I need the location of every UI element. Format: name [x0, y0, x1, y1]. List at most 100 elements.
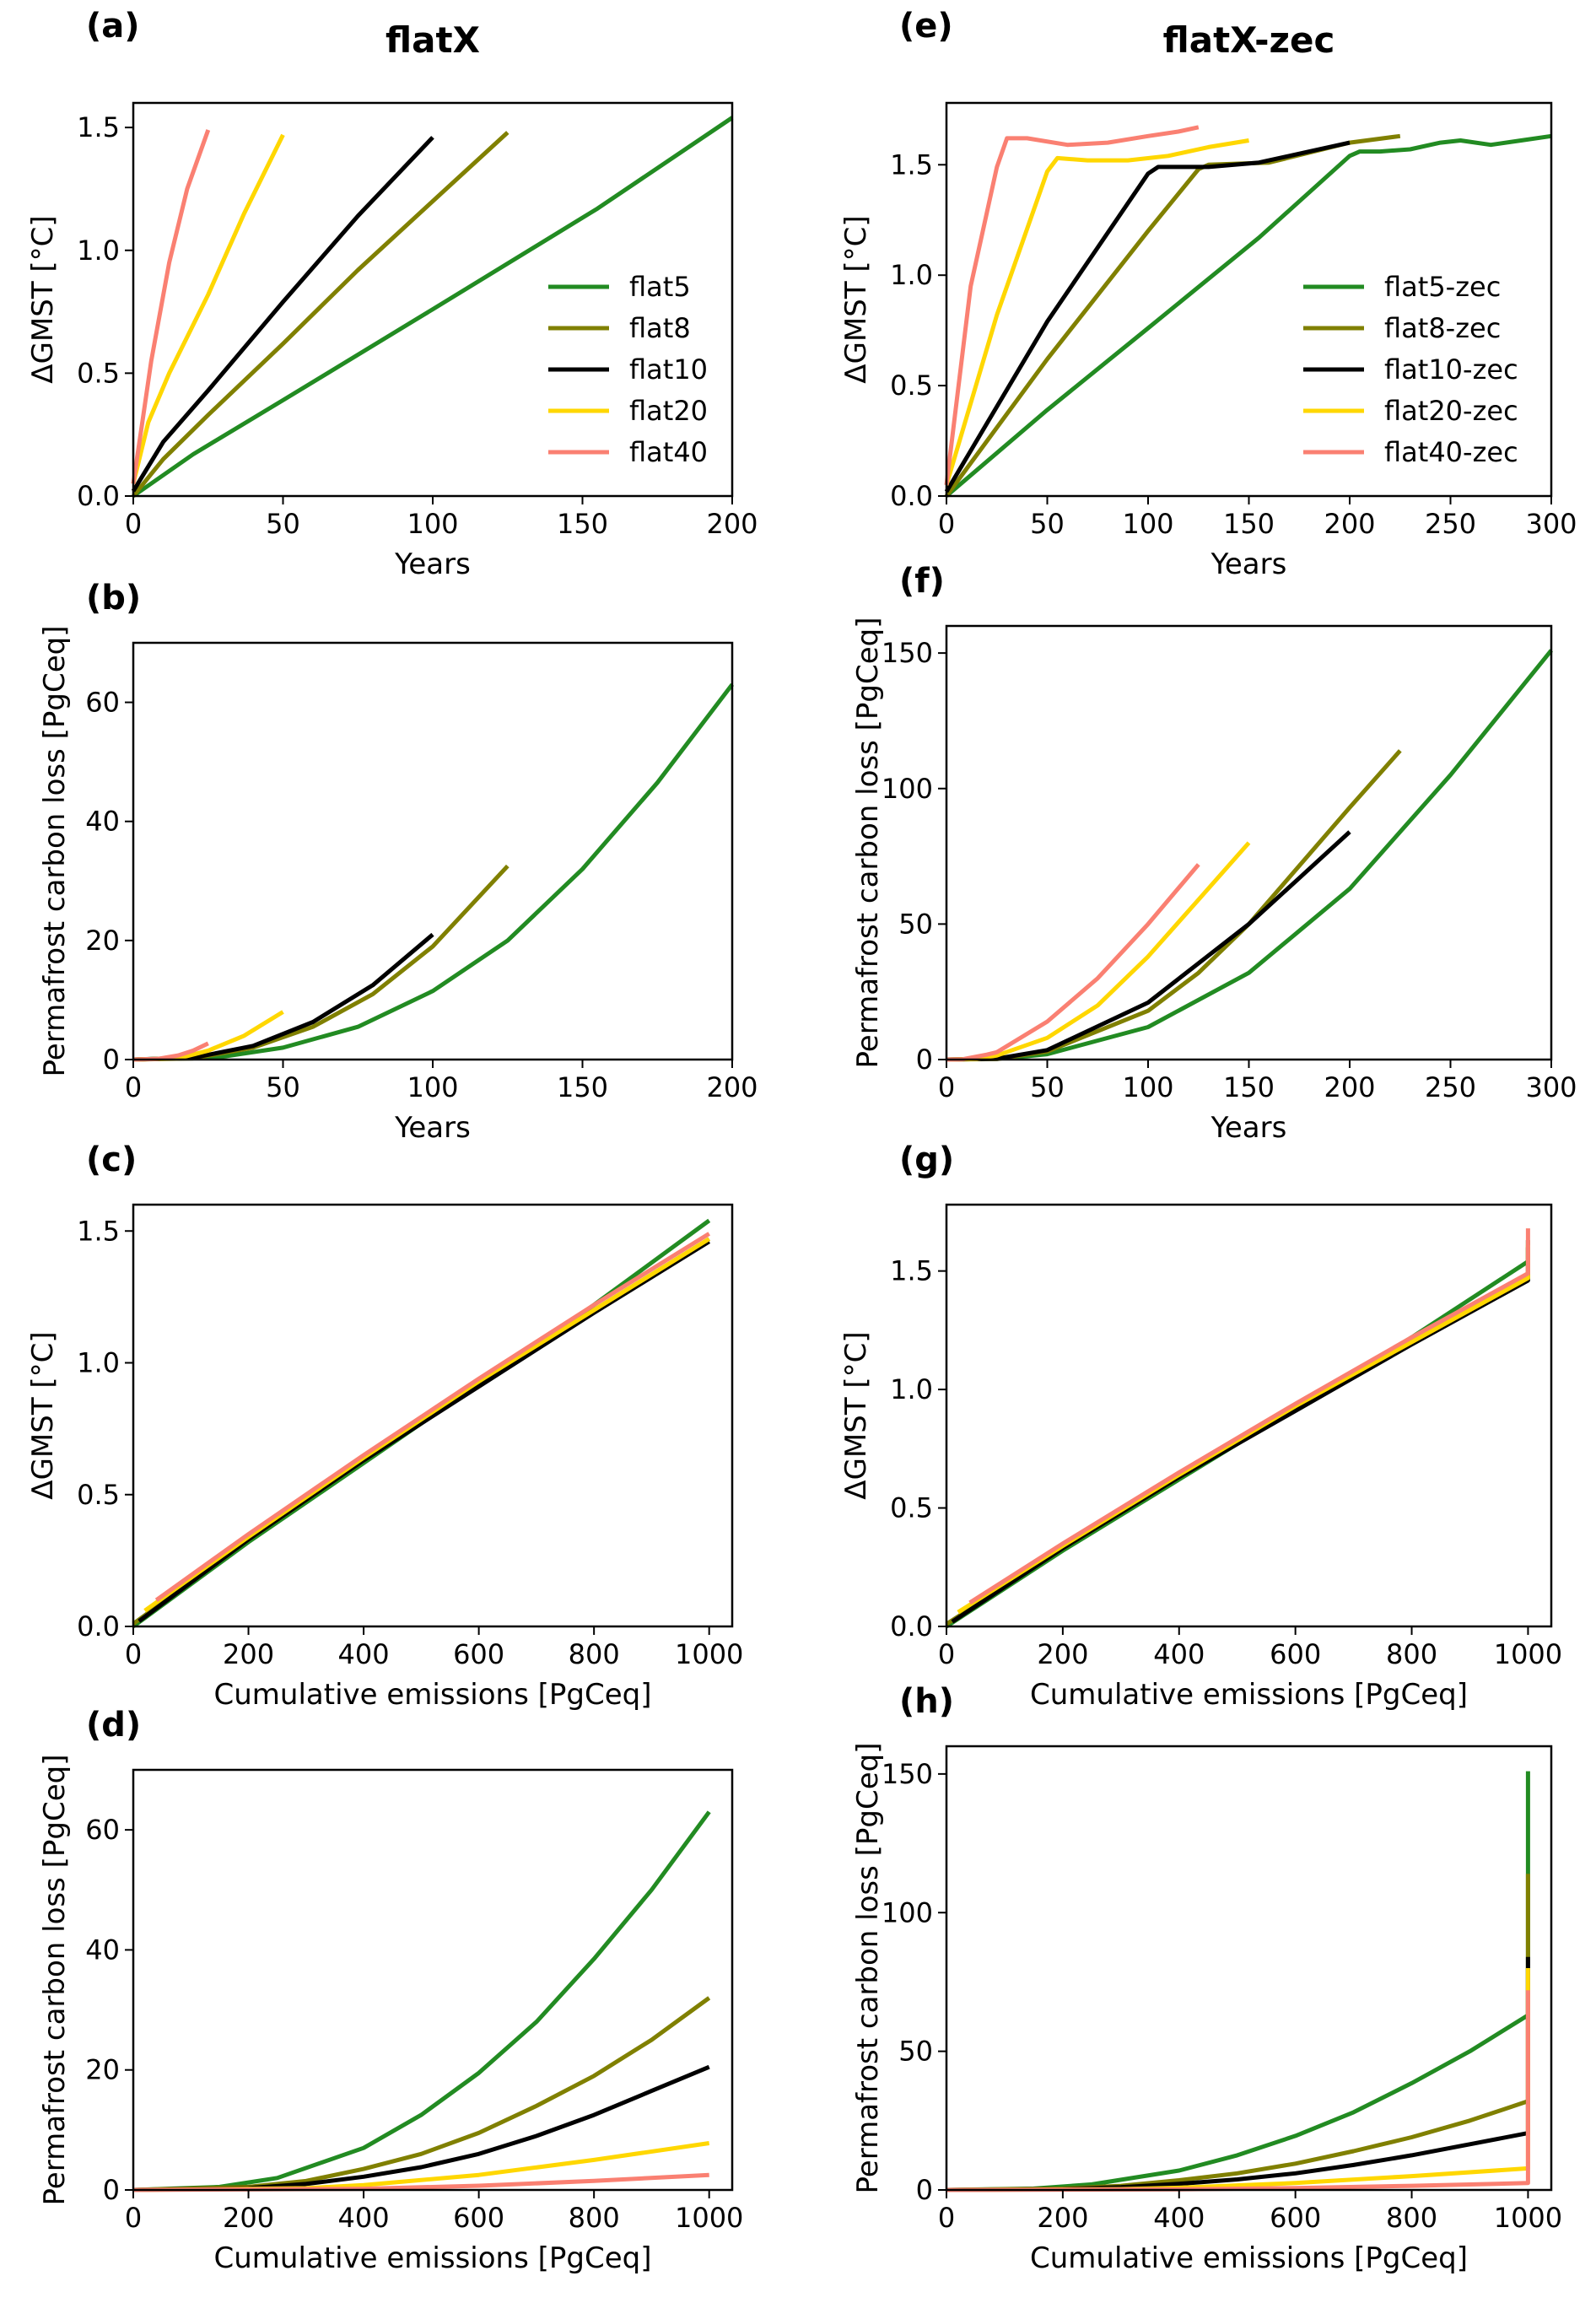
y-tick-label: 50	[898, 908, 933, 940]
series-line-flat8	[132, 131, 510, 498]
x-tick-label: 200	[1324, 508, 1375, 540]
x-tick-label: 150	[1223, 508, 1275, 540]
x-tick-label: 100	[407, 508, 458, 540]
y-axis-label: ΔGMST [°C]	[26, 1331, 60, 1499]
x-axis-label: Years	[1210, 547, 1287, 581]
axes-frame	[132, 1203, 734, 1628]
y-tick-label: 20	[85, 925, 120, 957]
x-tick-label: 100	[1122, 1071, 1173, 1103]
x-tick-label: 0	[938, 2202, 955, 2234]
x-tick-label: 300	[1525, 1071, 1577, 1103]
y-tick-label: 0.0	[890, 480, 933, 512]
legend-entry: flat10-zec	[1384, 353, 1518, 386]
x-tick-label: 800	[569, 1638, 620, 1670]
x-tick-label: 800	[1386, 2202, 1437, 2234]
x-tick-label: 200	[706, 1071, 758, 1103]
x-axis-label: Years	[1210, 1111, 1287, 1145]
series-line-flat20-zec	[944, 138, 1249, 486]
series-line-flat8	[132, 864, 510, 1062]
series-line-flat20	[143, 1237, 711, 1613]
series-line-flat10	[132, 2064, 710, 2192]
legend-entry: flat40	[629, 436, 708, 468]
x-tick-label: 0	[125, 1071, 142, 1103]
axes-frame	[945, 1745, 1553, 2192]
series-line-flat40-zec	[946, 1990, 1530, 2192]
legend-entry: flat5	[629, 271, 691, 303]
x-tick-label: 250	[1425, 1071, 1476, 1103]
y-tick-label: 1.0	[890, 1373, 933, 1405]
series-line-flat40-zec	[944, 125, 1200, 486]
x-tick-label: 600	[1270, 2202, 1321, 2234]
x-tick-label: 1000	[675, 1638, 743, 1670]
panel-label: (e)	[899, 7, 953, 46]
panel-label: (g)	[899, 1141, 954, 1179]
y-tick-label: 60	[85, 687, 120, 719]
y-axis-label: Permafrost carbon loss [PgCeq]	[38, 626, 72, 1077]
x-tick-label: 600	[1270, 1638, 1321, 1670]
series-line-flat40-zec	[968, 1228, 1530, 1605]
x-tick-label: 600	[453, 1638, 504, 1670]
panel-h: 0 200 400 600 800 1000 0 50 100 150 Cumulative emi…	[851, 1682, 1562, 2275]
x-tick-label: 600	[453, 2202, 504, 2234]
x-tick-label: 200	[223, 1638, 274, 1670]
x-axis-label: Years	[394, 547, 471, 581]
x-tick-label: 200	[1037, 1638, 1088, 1670]
series-line-flat5	[132, 682, 734, 1062]
y-tick-label: 1.5	[77, 1215, 120, 1247]
axes-frame	[132, 641, 734, 1061]
x-tick-label: 250	[1425, 508, 1476, 540]
chart-title: flatX	[386, 19, 480, 61]
x-tick-label: 1000	[1494, 2202, 1562, 2234]
x-tick-label: 400	[338, 1638, 390, 1670]
x-tick-label: 0	[125, 508, 142, 540]
x-tick-label: 50	[1030, 1071, 1065, 1103]
y-tick-label: 20	[85, 2054, 120, 2086]
y-axis-label: ΔGMST [°C]	[839, 215, 873, 383]
y-tick-label: 1.5	[77, 111, 120, 143]
x-axis-label: Cumulative emissions [PgCeq]	[214, 2241, 652, 2275]
x-tick-label: 0	[125, 2202, 142, 2234]
legend-entry: flat20	[629, 395, 708, 427]
y-axis-label: Permafrost carbon loss [PgCeq]	[38, 1755, 72, 2206]
series-line-flat8	[132, 1996, 711, 2192]
legend-entry: flat8-zec	[1384, 312, 1501, 344]
x-axis-label: Cumulative emissions [PgCeq]	[1030, 1678, 1468, 1712]
y-tick-label: 0.5	[890, 1492, 933, 1524]
y-tick-label: 0	[103, 2174, 120, 2206]
y-tick-label: 100	[882, 1896, 933, 1928]
series-line-flat5	[132, 1810, 711, 2192]
legend-entry: flat8	[629, 312, 691, 344]
x-tick-label: 100	[1122, 508, 1173, 540]
series-line-flat40	[131, 129, 211, 484]
series-line-flat40	[154, 1232, 711, 1602]
panel-c: 0 200 400 600 800 1000 0.0 0.5 1.0 1.5 Cumulative …	[26, 1141, 743, 1712]
panel-label: (d)	[86, 1706, 141, 1745]
series-line-flat5-zec	[946, 1771, 1530, 2192]
series-line-flat10-zec	[944, 140, 1351, 494]
y-tick-label: 0.5	[77, 1479, 120, 1511]
series-line-flat8-zec	[946, 1874, 1530, 2192]
y-tick-label: 60	[85, 1814, 120, 1846]
legend-entry: flat20-zec	[1384, 395, 1518, 427]
series-line-flat20	[131, 133, 285, 484]
y-axis-label: Permafrost carbon loss [PgCeq]	[851, 1743, 885, 2194]
y-axis-label: Permafrost carbon loss [PgCeq]	[851, 618, 885, 1069]
x-tick-label: 150	[557, 1071, 608, 1103]
series-line-flat20-zec	[946, 841, 1251, 1062]
x-tick-label: 150	[1223, 1071, 1275, 1103]
x-axis-label: Years	[394, 1111, 471, 1145]
y-tick-label: 0.0	[77, 1610, 120, 1642]
series-line-flat5-zec	[946, 649, 1553, 1062]
chart-title: flatX-zec	[1163, 19, 1335, 61]
x-tick-label: 0	[938, 1071, 955, 1103]
series-line-flat40-zec	[946, 863, 1200, 1062]
y-tick-label: 50	[898, 2036, 933, 2068]
x-axis-label: Cumulative emissions [PgCeq]	[214, 1678, 652, 1712]
y-tick-label: 1.5	[890, 148, 933, 181]
x-tick-label: 0	[938, 508, 955, 540]
y-tick-label: 0.5	[890, 369, 933, 402]
y-tick-label: 1.0	[77, 235, 120, 267]
y-tick-label: 40	[85, 806, 120, 838]
x-tick-label: 300	[1525, 508, 1577, 540]
